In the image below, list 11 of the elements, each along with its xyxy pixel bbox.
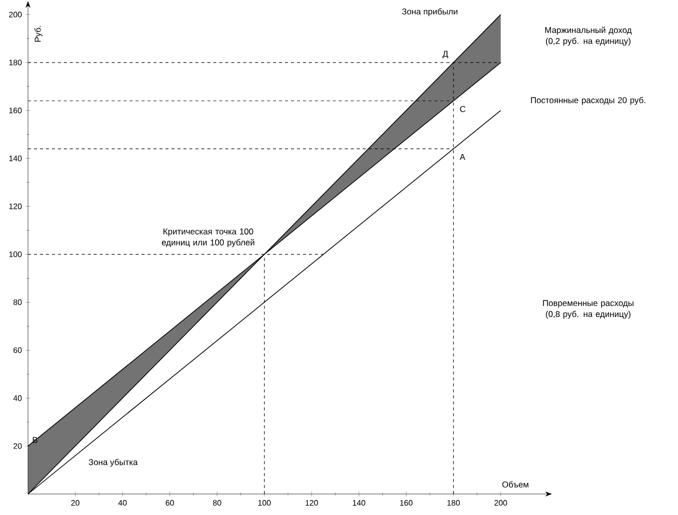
annotation: А (460, 154, 466, 160)
annotation: Зона прибыли (402, 8, 458, 16)
annotation: Маржинальный доход (0,2 руб. на единицу) (545, 26, 632, 46)
annotation: Д (442, 50, 448, 58)
annotation: Постоянные расходы 20 руб. (531, 96, 646, 105)
annotation: Критическая точка 100 единиц или 100 рублей (162, 228, 254, 248)
annotation: Повременные расходы (0,8 руб. на единицу) (543, 300, 634, 319)
y-axis-title: Руб. (34, 26, 42, 42)
x-axis-title: Объем (502, 481, 528, 488)
annotation: С (460, 106, 466, 112)
annotation: Зона убытка (88, 458, 138, 467)
